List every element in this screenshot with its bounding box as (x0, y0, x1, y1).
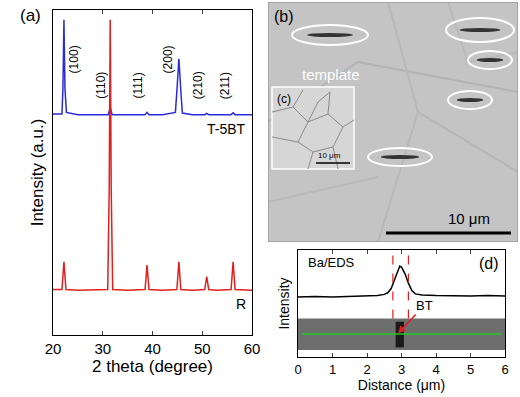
svg-text:5: 5 (467, 362, 474, 377)
svg-text:(100): (100) (67, 45, 81, 73)
svg-text:Intensity (a.u.): Intensity (a.u.) (28, 119, 47, 227)
svg-text:4: 4 (432, 362, 439, 377)
svg-text:(d): (d) (479, 255, 499, 272)
svg-text:1: 1 (329, 362, 336, 377)
svg-text:2: 2 (363, 362, 370, 377)
svg-text:(200): (200) (161, 45, 175, 73)
svg-text:(110): (110) (94, 72, 108, 99)
svg-text:40: 40 (144, 340, 161, 357)
svg-text:(210): (210) (191, 71, 205, 99)
svg-text:3: 3 (398, 362, 405, 377)
svg-text:(a): (a) (20, 6, 41, 25)
svg-text:(211): (211) (218, 72, 232, 99)
svg-text:6: 6 (501, 362, 508, 377)
svg-text:0: 0 (294, 362, 301, 377)
svg-text:10 μm: 10 μm (318, 151, 341, 160)
svg-text:R: R (236, 296, 246, 312)
svg-text:T-5BT: T-5BT (207, 121, 246, 137)
svg-text:50: 50 (194, 340, 211, 357)
svg-text:Distance (μm): Distance (μm) (358, 377, 445, 393)
svg-text:(111): (111) (131, 72, 145, 98)
svg-text:(b): (b) (274, 8, 294, 25)
svg-text:template: template (302, 66, 360, 83)
svg-text:Intensity: Intensity (276, 277, 292, 329)
svg-text:Ba/EDS: Ba/EDS (308, 255, 355, 270)
svg-text:20: 20 (45, 340, 62, 357)
svg-text:30: 30 (94, 340, 111, 357)
svg-text:(c): (c) (277, 92, 291, 106)
svg-text:2 theta (degree): 2 theta (degree) (92, 357, 213, 376)
svg-text:BT: BT (416, 298, 433, 313)
svg-text:60: 60 (244, 340, 261, 357)
svg-text:10 μm: 10 μm (448, 210, 490, 227)
